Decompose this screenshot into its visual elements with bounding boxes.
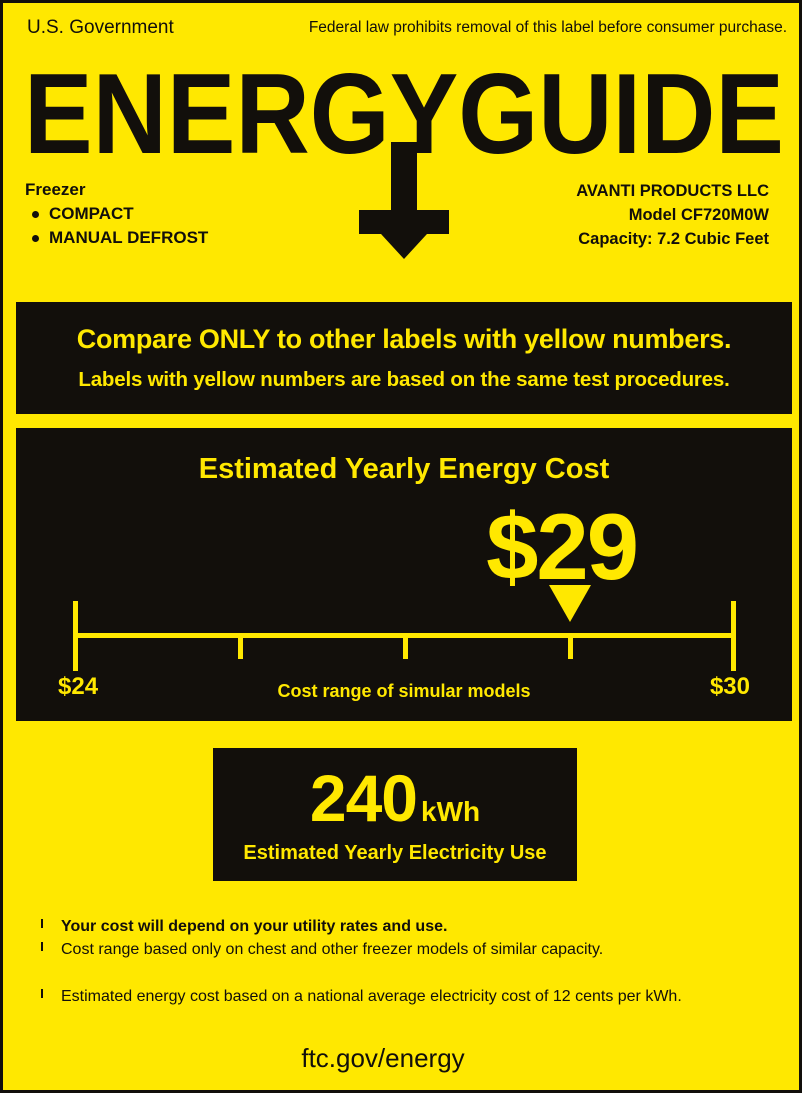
product-feature-list: COMPACT MANUAL DEFROST: [25, 202, 208, 250]
scale-caption: Cost range of simular models: [277, 681, 531, 701]
estimated-cost-panel: Estimated Yearly Energy Cost $29 $24 $30…: [16, 428, 792, 721]
federal-law-notice: Federal law prohibits removal of this la…: [308, 19, 787, 36]
electricity-use-value: 240: [309, 761, 418, 835]
scale-tick-mid-2: [403, 633, 408, 659]
compare-headline: Compare ONLY to other labels with yellow…: [76, 324, 732, 354]
electricity-use-unit: kWh: [421, 796, 481, 827]
cost-range-scale: $24 $30 Cost range of simular models: [16, 573, 792, 721]
footnote-item: Cost range based only on chest and other…: [33, 938, 733, 961]
product-feature: COMPACT: [31, 202, 208, 226]
product-info-right: AVANTI PRODUCTS LLC Model CF720M0W Capac…: [576, 179, 769, 251]
footnote-item: Estimated energy cost based on a nationa…: [33, 985, 733, 1008]
estimated-yearly-cost-value: $29: [486, 494, 639, 599]
manufacturer-name: AVANTI PRODUCTS LLC: [576, 182, 769, 200]
energyguide-logo: ENERGYGUIDE: [3, 47, 799, 267]
product-type: Freezer: [25, 180, 86, 199]
footnote-item: Your cost will depend on your utility ra…: [33, 915, 733, 938]
scale-tick-mid-1: [238, 633, 243, 659]
product-feature: MANUAL DEFROST: [31, 226, 208, 250]
us-government-text: U.S. Government: [27, 17, 174, 38]
compare-subline: Labels with yellow numbers are based on …: [78, 368, 730, 391]
scale-tick-end: [731, 601, 736, 671]
capacity: Capacity: 7.2 Cubic Feet: [578, 230, 769, 248]
electricity-use-panel: 240 kWh Estimated Yearly Electricity Use: [213, 748, 577, 881]
footnotes: Your cost will depend on your utility ra…: [33, 915, 733, 1073]
scale-high-label: $30: [709, 673, 750, 700]
header: U.S. Government Federal law prohibits re…: [3, 17, 799, 41]
compare-banner: Compare ONLY to other labels with yellow…: [16, 302, 792, 414]
model-number: Model CF720M0W: [628, 206, 769, 224]
scale-tick-mid-3: [568, 633, 573, 659]
scale-low-label: $24: [58, 673, 99, 700]
electricity-use-row: 240 kWh: [213, 760, 577, 836]
cost-panel-title: Estimated Yearly Energy Cost: [198, 453, 610, 485]
down-arrow-icon: [359, 142, 449, 259]
electricity-use-caption: Estimated Yearly Electricity Use: [243, 842, 547, 864]
product-info-left: Freezer COMPACT MANUAL DEFROST: [25, 179, 208, 250]
scale-tick-start: [73, 601, 78, 671]
cost-position-marker-icon: [549, 585, 591, 622]
ftc-url[interactable]: ftc.gov/energy: [301, 1043, 465, 1073]
energyguide-wordmark-svg: ENERGYGUIDE: [24, 50, 784, 259]
